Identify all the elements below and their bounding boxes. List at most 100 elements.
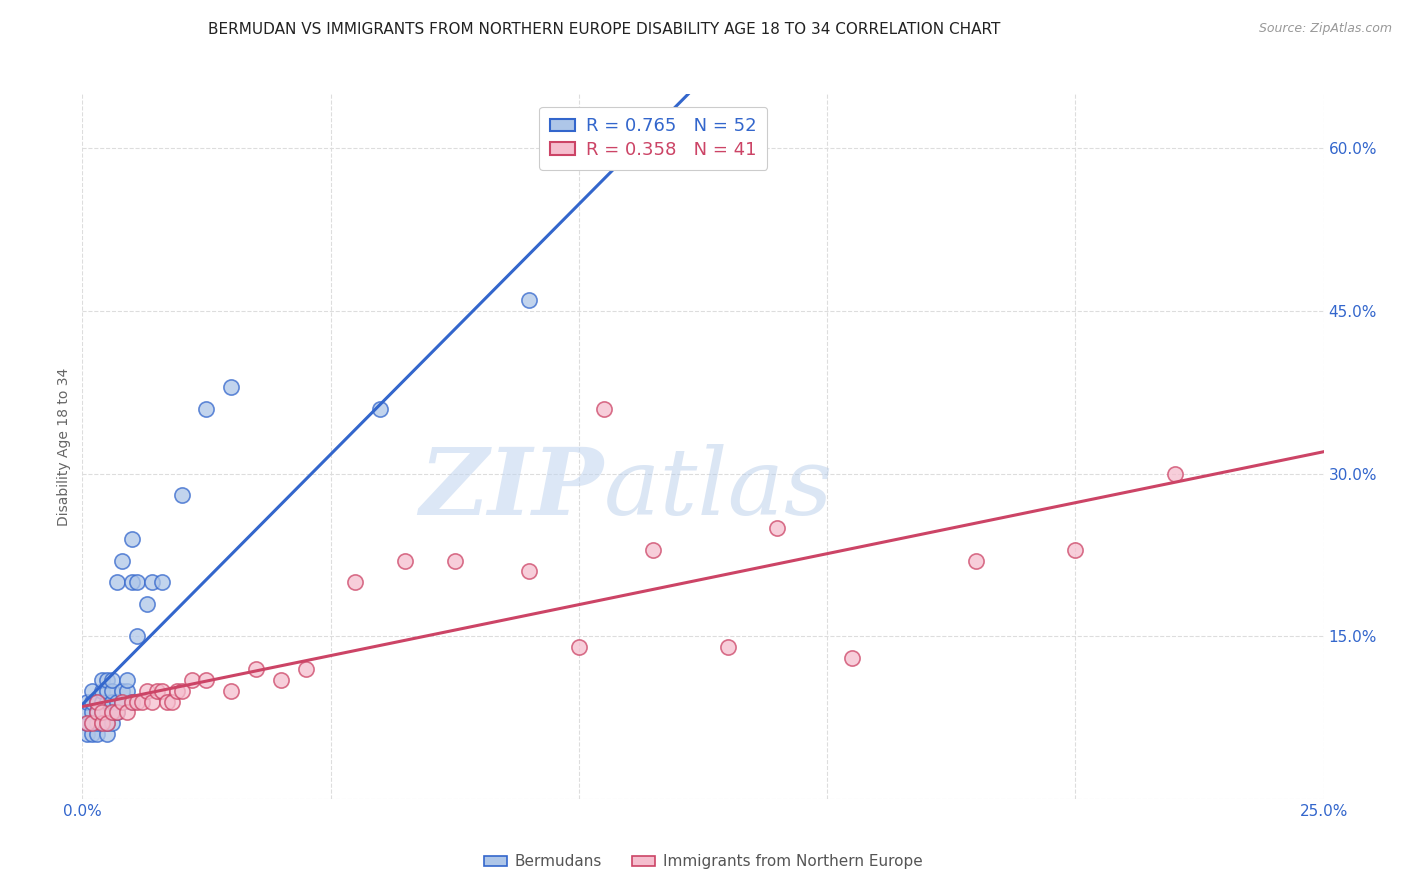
Point bbox=[245, 662, 267, 676]
Point bbox=[121, 694, 143, 708]
Point bbox=[105, 694, 128, 708]
Point bbox=[86, 694, 108, 708]
Point bbox=[86, 706, 108, 720]
Point bbox=[86, 694, 108, 708]
Point bbox=[170, 683, 193, 698]
Point bbox=[82, 716, 104, 731]
Point bbox=[91, 716, 114, 731]
Point bbox=[592, 401, 614, 416]
Point bbox=[135, 597, 157, 611]
Point bbox=[111, 553, 134, 567]
Point bbox=[270, 673, 292, 687]
Point bbox=[86, 716, 108, 731]
Point bbox=[150, 575, 173, 590]
Point bbox=[115, 673, 138, 687]
Point bbox=[121, 532, 143, 546]
Point bbox=[368, 401, 391, 416]
Point bbox=[101, 716, 124, 731]
Point bbox=[180, 673, 202, 687]
Point bbox=[76, 716, 98, 731]
Point bbox=[141, 694, 163, 708]
Legend: R = 0.765   N = 52, R = 0.358   N = 41: R = 0.765 N = 52, R = 0.358 N = 41 bbox=[538, 107, 768, 169]
Point bbox=[115, 706, 138, 720]
Point bbox=[115, 683, 138, 698]
Point bbox=[105, 706, 128, 720]
Point bbox=[96, 683, 118, 698]
Point bbox=[160, 694, 183, 708]
Point bbox=[156, 694, 179, 708]
Point bbox=[121, 575, 143, 590]
Point bbox=[91, 706, 114, 720]
Point bbox=[643, 542, 665, 557]
Point bbox=[111, 683, 134, 698]
Point bbox=[91, 706, 114, 720]
Point bbox=[568, 640, 591, 655]
Point bbox=[141, 575, 163, 590]
Point bbox=[101, 706, 124, 720]
Point bbox=[76, 727, 98, 741]
Point bbox=[96, 706, 118, 720]
Point bbox=[91, 673, 114, 687]
Point bbox=[121, 694, 143, 708]
Text: ZIP: ZIP bbox=[419, 444, 603, 534]
Point bbox=[965, 553, 987, 567]
Point bbox=[101, 683, 124, 698]
Text: BERMUDAN VS IMMIGRANTS FROM NORTHERN EUROPE DISABILITY AGE 18 TO 34 CORRELATION : BERMUDAN VS IMMIGRANTS FROM NORTHERN EUR… bbox=[208, 22, 1001, 37]
Point bbox=[294, 662, 316, 676]
Point bbox=[96, 694, 118, 708]
Point bbox=[76, 716, 98, 731]
Point bbox=[1064, 542, 1087, 557]
Point bbox=[76, 706, 98, 720]
Point bbox=[841, 651, 863, 665]
Legend: Bermudans, Immigrants from Northern Europe: Bermudans, Immigrants from Northern Euro… bbox=[478, 848, 928, 875]
Point bbox=[131, 694, 153, 708]
Point bbox=[82, 706, 104, 720]
Point bbox=[166, 683, 188, 698]
Point bbox=[96, 716, 118, 731]
Point bbox=[91, 694, 114, 708]
Y-axis label: Disability Age 18 to 34: Disability Age 18 to 34 bbox=[58, 368, 72, 525]
Point bbox=[82, 683, 104, 698]
Point bbox=[96, 716, 118, 731]
Point bbox=[443, 553, 465, 567]
Text: Source: ZipAtlas.com: Source: ZipAtlas.com bbox=[1258, 22, 1392, 36]
Point bbox=[125, 694, 148, 708]
Point bbox=[101, 694, 124, 708]
Point bbox=[219, 380, 242, 394]
Point bbox=[170, 488, 193, 502]
Point bbox=[145, 683, 167, 698]
Point bbox=[101, 673, 124, 687]
Point bbox=[86, 706, 108, 720]
Point bbox=[82, 727, 104, 741]
Text: atlas: atlas bbox=[603, 444, 834, 534]
Point bbox=[105, 575, 128, 590]
Point bbox=[91, 683, 114, 698]
Point bbox=[692, 141, 714, 155]
Point bbox=[96, 727, 118, 741]
Point bbox=[517, 293, 540, 308]
Point bbox=[76, 694, 98, 708]
Point bbox=[1163, 467, 1185, 481]
Point bbox=[150, 683, 173, 698]
Point bbox=[344, 575, 367, 590]
Point bbox=[82, 694, 104, 708]
Point bbox=[125, 630, 148, 644]
Point bbox=[111, 694, 134, 708]
Point bbox=[517, 565, 540, 579]
Point bbox=[76, 716, 98, 731]
Point bbox=[105, 706, 128, 720]
Point bbox=[86, 727, 108, 741]
Point bbox=[101, 706, 124, 720]
Point bbox=[135, 683, 157, 698]
Point bbox=[125, 575, 148, 590]
Point bbox=[766, 521, 789, 535]
Point bbox=[717, 640, 740, 655]
Point bbox=[111, 694, 134, 708]
Point bbox=[82, 716, 104, 731]
Point bbox=[195, 673, 218, 687]
Point bbox=[96, 673, 118, 687]
Point bbox=[219, 683, 242, 698]
Point bbox=[195, 401, 218, 416]
Point bbox=[394, 553, 416, 567]
Point bbox=[91, 716, 114, 731]
